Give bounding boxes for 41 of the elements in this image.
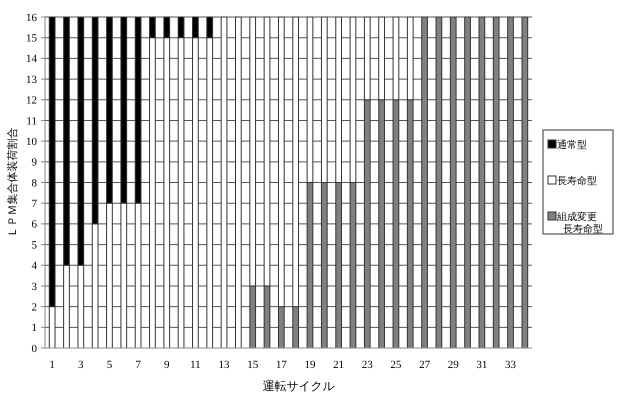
x-tick-label: 31 [476, 359, 488, 371]
y-tick-label: 14 [26, 53, 38, 66]
y-tick-label: 15 [26, 32, 38, 45]
legend-label: 長寿命型 [557, 175, 597, 187]
legend-label: 通常型 [557, 139, 587, 151]
y-tick-label: 10 [26, 136, 38, 148]
x-tick-label: 17 [276, 359, 288, 371]
y-tick-label: 3 [32, 280, 38, 293]
y-tick-label: 2 [32, 301, 37, 314]
x-tick-label: 23 [362, 359, 374, 371]
y-tick-label: 5 [32, 239, 38, 252]
x-tick-label: 29 [448, 359, 460, 371]
y-tick-label: 9 [32, 156, 38, 169]
x-tick-label: 15 [247, 359, 259, 371]
x-tick-label: 1 [49, 359, 55, 371]
x-tick-label: 11 [190, 359, 201, 371]
x-tick-label: 33 [505, 359, 517, 371]
x-tick-label: 21 [333, 359, 344, 371]
x-tick-label: 25 [390, 359, 402, 371]
y-tick-label: 6 [32, 218, 38, 231]
x-tick-label: 13 [218, 359, 230, 371]
y-tick-label: 16 [26, 12, 38, 24]
y-tick-label: 1 [32, 322, 37, 334]
x-tick-label: 19 [304, 359, 316, 371]
y-tick-label: 8 [32, 177, 38, 190]
y-tick-label: 12 [26, 94, 37, 107]
y-tick-label: 11 [26, 115, 37, 128]
y-axis-title: ＬＰＭ集合体装荷割合 [6, 128, 19, 238]
y-tick-label: 13 [26, 74, 38, 86]
x-tick-label: 5 [106, 359, 113, 371]
legend-label: 組成変更長寿命型 [556, 211, 603, 235]
y-tick-label: 4 [32, 260, 38, 272]
x-axis-title: 運転サイクル [262, 379, 334, 393]
y-tick-label: 0 [32, 342, 38, 355]
y-tick-label: 7 [32, 198, 38, 210]
x-tick-label: 7 [135, 359, 142, 371]
x-tick-label: 9 [164, 359, 170, 371]
bar [235, 16, 242, 348]
bar [220, 16, 228, 348]
x-tick-label: 27 [419, 359, 431, 371]
x-tick-label: 3 [78, 359, 84, 371]
